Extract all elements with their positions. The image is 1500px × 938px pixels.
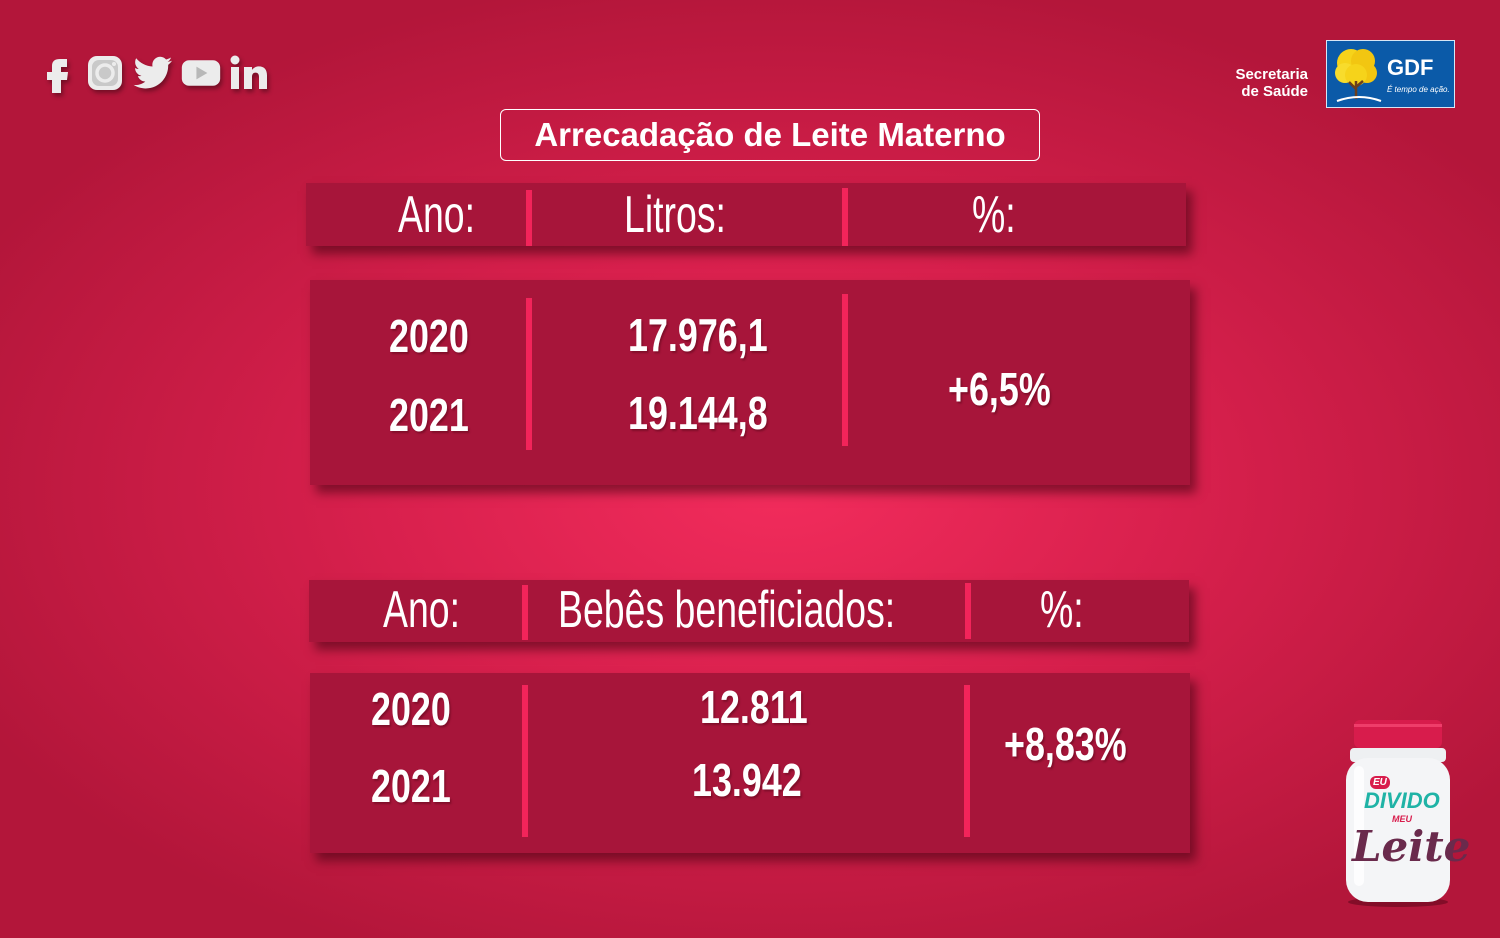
table1-header-litros: Litros: [624, 186, 726, 244]
secretaria-line-2: de Saúde [1241, 83, 1308, 100]
secretaria-line-1: Secretaria [1235, 66, 1308, 83]
jar-label-leite: Leite [1352, 822, 1471, 871]
table2-header-ano: Ano: [383, 581, 461, 639]
jar-label-eu: EU [1370, 776, 1390, 789]
jar-label-divido: DIVIDO [1364, 788, 1440, 813]
table2-body: 2020 2021 12.811 13.942 +8,83% [310, 673, 1190, 853]
table1-header-percent: %: [972, 186, 1016, 244]
separator [522, 585, 528, 640]
secretaria-label: Secretaria de Saúde [1212, 66, 1308, 100]
separator [842, 294, 848, 446]
table1-body: 2020 2021 17.976,1 19.144,8 +6,5% [310, 280, 1190, 485]
ipe-tree-icon [1335, 49, 1382, 102]
separator [842, 188, 848, 246]
page-title: Arrecadação de Leite Materno [500, 109, 1040, 161]
separator [526, 190, 532, 246]
table2-year-2021: 2021 [371, 760, 451, 812]
separator [964, 685, 970, 837]
table2-header-bebes: Bebês beneficiados: [558, 581, 896, 639]
table1-header: Ano: Litros: %: [306, 183, 1186, 246]
social-icons [36, 52, 270, 94]
youtube-icon[interactable] [180, 52, 222, 94]
instagram-icon[interactable] [84, 52, 126, 94]
table1-litros-2021: 19.144,8 [628, 387, 768, 439]
table1-year-2020: 2020 [389, 310, 469, 362]
table2-header: Ano: Bebês beneficiados: %: [309, 580, 1189, 642]
table2-bebes-2021: 13.942 [692, 754, 802, 806]
table2-year-2020: 2020 [371, 683, 451, 735]
twitter-icon[interactable] [132, 52, 174, 94]
gdf-logo: GDF É tempo de ação. [1326, 40, 1455, 108]
table2-header-percent: %: [1040, 581, 1084, 639]
linkedin-icon[interactable] [228, 52, 270, 94]
table1-litros-2020: 17.976,1 [628, 309, 768, 361]
table2-percent: +8,83% [1004, 718, 1127, 770]
milk-jar-icon [1346, 720, 1450, 907]
gdf-logo-text: GDF [1387, 55, 1434, 80]
table1-year-2021: 2021 [389, 389, 469, 441]
milk-jar-illustration: EU DIVIDO MEU Leite [1342, 718, 1470, 908]
table1-percent: +6,5% [948, 363, 1051, 415]
table2-bebes-2020: 12.811 [700, 681, 808, 733]
separator [526, 298, 532, 450]
table1-header-ano: Ano: [398, 186, 476, 244]
separator [965, 583, 971, 639]
facebook-icon[interactable] [36, 52, 78, 94]
jar-label-meu: MEU [1392, 814, 1412, 824]
gdf-slogan: É tempo de ação. [1387, 85, 1450, 94]
separator [522, 685, 528, 837]
